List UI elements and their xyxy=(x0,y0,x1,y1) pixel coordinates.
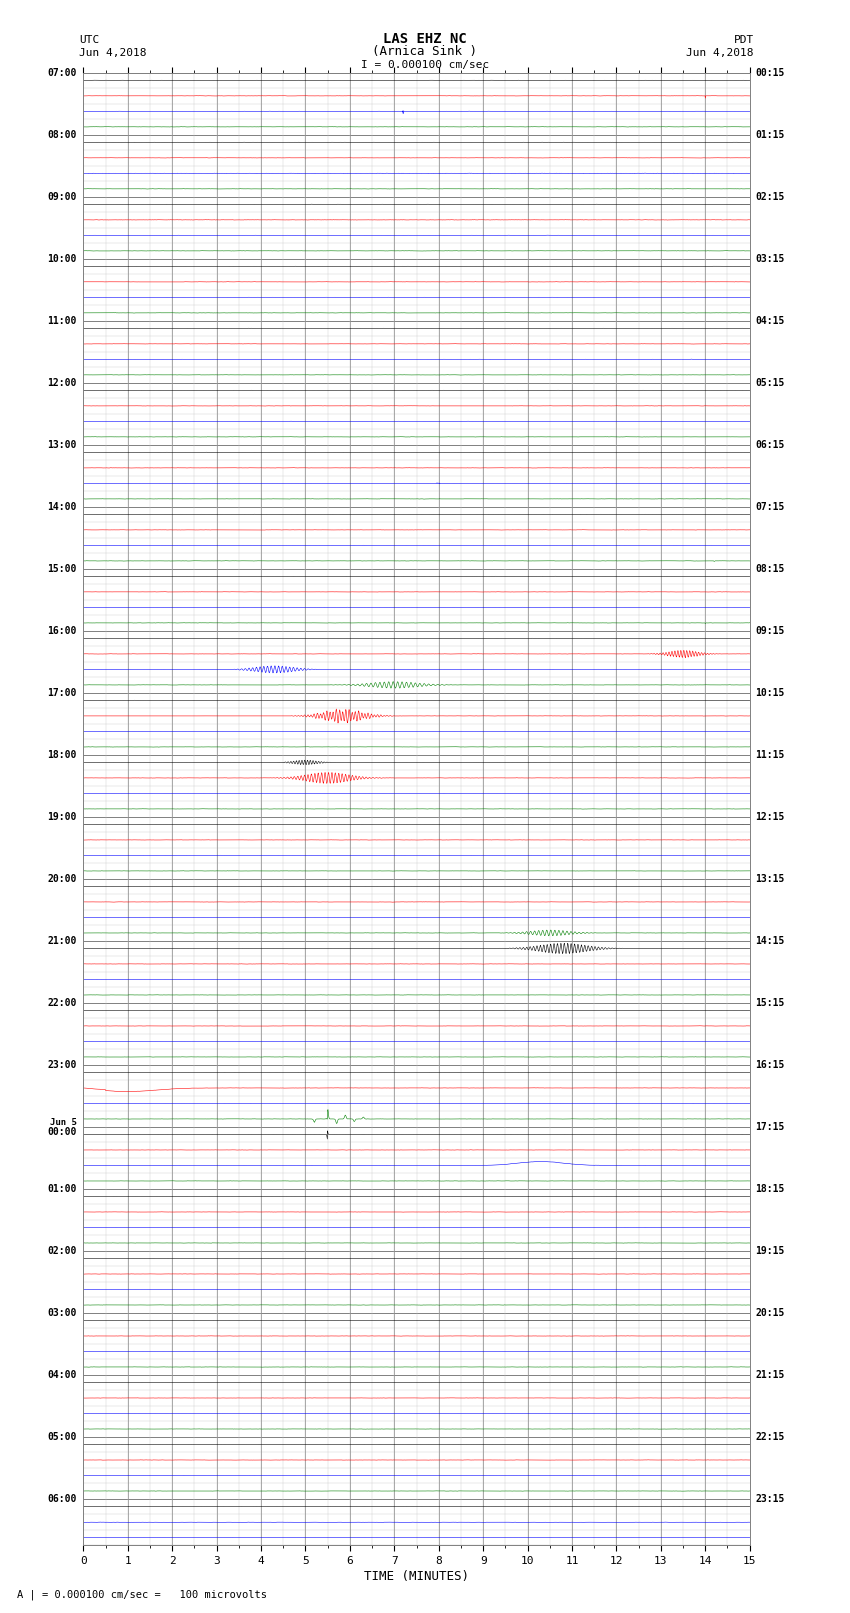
Text: 06:00: 06:00 xyxy=(48,1494,76,1503)
Text: 00:15: 00:15 xyxy=(755,68,785,77)
Text: 07:00: 07:00 xyxy=(48,68,76,77)
Text: 09:00: 09:00 xyxy=(48,192,76,202)
Text: 03:15: 03:15 xyxy=(755,253,785,263)
Text: 18:15: 18:15 xyxy=(755,1184,785,1194)
Text: 10:00: 10:00 xyxy=(48,253,76,263)
Text: 19:00: 19:00 xyxy=(48,811,76,821)
Text: 13:00: 13:00 xyxy=(48,440,76,450)
Text: 02:15: 02:15 xyxy=(755,192,785,202)
Text: 14:00: 14:00 xyxy=(48,502,76,511)
Text: Jun 5: Jun 5 xyxy=(50,1118,76,1127)
Text: (Arnica Sink ): (Arnica Sink ) xyxy=(372,45,478,58)
Text: 16:00: 16:00 xyxy=(48,626,76,636)
Text: 15:15: 15:15 xyxy=(755,998,785,1008)
Text: 07:15: 07:15 xyxy=(755,502,785,511)
Text: 11:00: 11:00 xyxy=(48,316,76,326)
Text: 17:15: 17:15 xyxy=(755,1121,785,1132)
X-axis label: TIME (MINUTES): TIME (MINUTES) xyxy=(364,1569,469,1582)
Text: 21:00: 21:00 xyxy=(48,936,76,945)
Text: A | = 0.000100 cm/sec =   100 microvolts: A | = 0.000100 cm/sec = 100 microvolts xyxy=(17,1589,267,1600)
Text: 23:00: 23:00 xyxy=(48,1060,76,1069)
Text: Jun 4,2018: Jun 4,2018 xyxy=(79,48,146,58)
Text: 23:15: 23:15 xyxy=(755,1494,785,1503)
Text: UTC: UTC xyxy=(79,35,99,45)
Text: 16:15: 16:15 xyxy=(755,1060,785,1069)
Text: 03:00: 03:00 xyxy=(48,1308,76,1318)
Text: 13:15: 13:15 xyxy=(755,874,785,884)
Text: 05:00: 05:00 xyxy=(48,1432,76,1442)
Text: 12:00: 12:00 xyxy=(48,377,76,387)
Text: 02:00: 02:00 xyxy=(48,1245,76,1255)
Text: 01:15: 01:15 xyxy=(755,129,785,140)
Text: 04:15: 04:15 xyxy=(755,316,785,326)
Text: 22:15: 22:15 xyxy=(755,1432,785,1442)
Text: LAS EHZ NC: LAS EHZ NC xyxy=(383,32,467,47)
Text: 19:15: 19:15 xyxy=(755,1245,785,1255)
Text: 14:15: 14:15 xyxy=(755,936,785,945)
Text: 00:00: 00:00 xyxy=(48,1127,76,1137)
Text: 10:15: 10:15 xyxy=(755,687,785,698)
Text: 20:15: 20:15 xyxy=(755,1308,785,1318)
Text: 20:00: 20:00 xyxy=(48,874,76,884)
Text: 17:00: 17:00 xyxy=(48,687,76,698)
Text: 22:00: 22:00 xyxy=(48,998,76,1008)
Text: 09:15: 09:15 xyxy=(755,626,785,636)
Text: I = 0.000100 cm/sec: I = 0.000100 cm/sec xyxy=(361,60,489,69)
Text: 18:00: 18:00 xyxy=(48,750,76,760)
Text: PDT: PDT xyxy=(734,35,754,45)
Text: 04:00: 04:00 xyxy=(48,1369,76,1379)
Text: 15:00: 15:00 xyxy=(48,563,76,574)
Text: 06:15: 06:15 xyxy=(755,440,785,450)
Text: 11:15: 11:15 xyxy=(755,750,785,760)
Text: 21:15: 21:15 xyxy=(755,1369,785,1379)
Text: 12:15: 12:15 xyxy=(755,811,785,821)
Text: 08:00: 08:00 xyxy=(48,129,76,140)
Text: 05:15: 05:15 xyxy=(755,377,785,387)
Text: 01:00: 01:00 xyxy=(48,1184,76,1194)
Text: 08:15: 08:15 xyxy=(755,563,785,574)
Text: Jun 4,2018: Jun 4,2018 xyxy=(687,48,754,58)
